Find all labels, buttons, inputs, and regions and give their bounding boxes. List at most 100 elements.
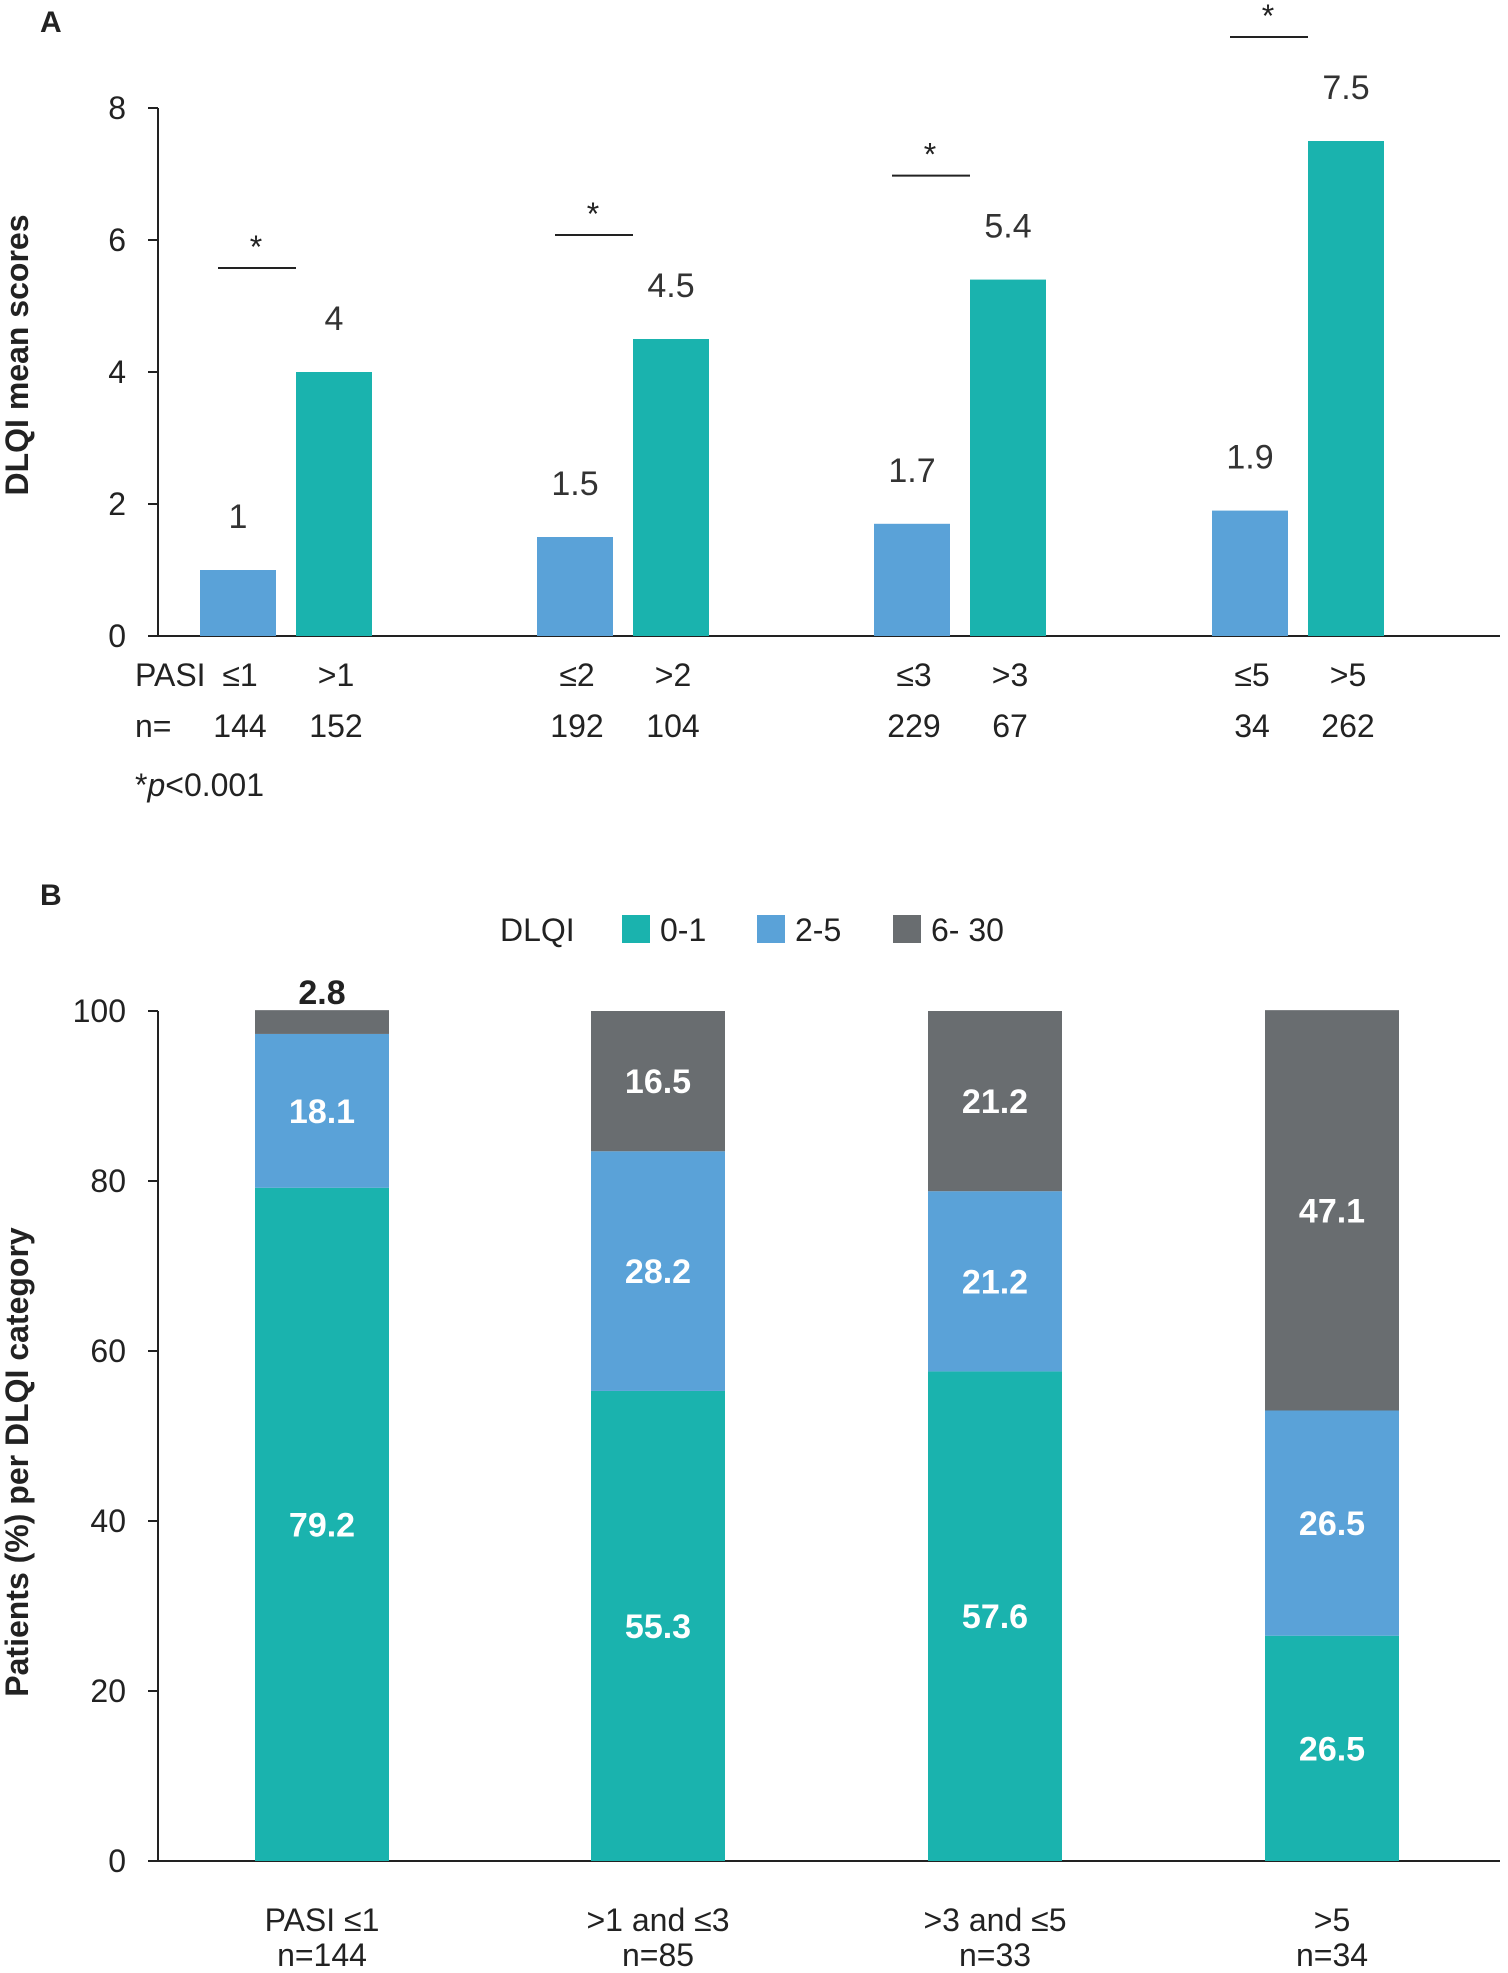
data-label: 1.5 (551, 465, 598, 503)
category-n-label: n=33 (959, 1937, 1031, 1973)
panel-b-legend: DLQI 0-1 2-5 6- 30 (500, 912, 1004, 948)
x-tick-label: >3 (992, 657, 1028, 693)
category-label: >3 and ≤5 (923, 1902, 1066, 1938)
stack-segment (928, 1371, 1062, 1861)
n-label: 34 (1234, 708, 1270, 744)
legend-label-6-30: 6- 30 (931, 912, 1004, 948)
panel-b-bars: 79.2 18.1 2.8 PASI ≤1n=144 55.3 28.2 16.5 >1 an… (255, 974, 1399, 1973)
segment-label: 79.2 (289, 1506, 355, 1544)
panel-b-ylabel: Patients (%) per DLQI category (0, 1227, 35, 1697)
data-label: 5.4 (984, 208, 1031, 246)
stack-segment (928, 1011, 1062, 1192)
data-label: 4.5 (647, 267, 694, 305)
data-label: 1.9 (1226, 439, 1273, 477)
bar (633, 339, 709, 636)
n-label: 144 (213, 708, 266, 744)
n-label: 192 (550, 708, 603, 744)
bar (1308, 141, 1384, 636)
y-tick-label: 2 (108, 486, 126, 522)
n-label: 229 (887, 708, 940, 744)
x-tick-label: >2 (655, 657, 691, 693)
bar (537, 537, 613, 636)
y-tick-label: 4 (108, 354, 126, 390)
panel-a-footnote: *p<0.001 (135, 767, 264, 803)
segment-label: 21.2 (962, 1083, 1028, 1121)
significance-star: * (587, 196, 599, 232)
segment-label: 26.5 (1299, 1730, 1365, 1768)
legend-swatch-6-30 (893, 915, 921, 943)
panel-a-y-ticks: 0 2 4 6 8 (108, 90, 158, 654)
stack-segment (928, 1191, 1062, 1372)
significance-star: * (924, 137, 936, 173)
category-label: >5 (1314, 1902, 1350, 1938)
y-tick-label: 20 (90, 1673, 126, 1709)
stack-segment (591, 1151, 725, 1391)
bar (874, 523, 950, 636)
y-tick-label: 8 (108, 90, 126, 126)
stack-segment (591, 1390, 725, 1861)
panel-b: B Patients (%) per DLQI category DLQI 0-… (0, 879, 1500, 1973)
category-n-label: n=34 (1296, 1937, 1368, 1973)
segment-label: 55.3 (625, 1608, 691, 1646)
bar (296, 372, 372, 636)
panel-a-pasi-row-label: PASI (135, 657, 206, 693)
y-tick-label: 0 (108, 1843, 126, 1879)
stack-segment (591, 1011, 725, 1152)
legend-label-2-5: 2-5 (795, 912, 841, 948)
panel-a-n-row-label: n= (135, 708, 171, 744)
x-tick-label: ≤3 (896, 657, 931, 693)
segment-label: 57.6 (962, 1598, 1028, 1636)
x-tick-label: ≤5 (1234, 657, 1269, 693)
data-label: 1 (229, 498, 248, 536)
bar (970, 279, 1046, 636)
segment-label: 21.2 (962, 1263, 1028, 1301)
category-label: >1 and ≤3 (586, 1902, 729, 1938)
y-tick-label: 100 (73, 993, 126, 1029)
category-label: PASI ≤1 (265, 1902, 380, 1938)
panel-b-label: B (40, 879, 62, 912)
bar (200, 570, 276, 636)
data-label: 1.7 (888, 452, 935, 490)
x-tick-label: >1 (318, 657, 354, 693)
stack-segment (1265, 1635, 1399, 1861)
segment-label: 26.5 (1299, 1505, 1365, 1543)
panel-a-bars: 1 ≤1 144 4 >1 152 * 1.5 ≤2 192 4.5 >2 104 * 1.7 ≤3 229 5.… (200, 0, 1384, 744)
y-tick-label: 40 (90, 1503, 126, 1539)
segment-label: 47.1 (1299, 1192, 1365, 1230)
x-tick-label: ≤2 (559, 657, 594, 693)
y-tick-label: 60 (90, 1333, 126, 1369)
x-tick-label: >5 (1330, 657, 1366, 693)
category-n-label: n=85 (622, 1937, 694, 1973)
stack-segment (1265, 1010, 1399, 1411)
stack-segment (255, 1033, 389, 1188)
y-tick-label: 80 (90, 1163, 126, 1199)
panel-a-label: A (40, 6, 62, 39)
legend-swatch-0-1 (622, 915, 650, 943)
y-tick-label: 6 (108, 222, 126, 258)
x-tick-label: ≤1 (222, 657, 257, 693)
data-label: 4 (325, 300, 344, 338)
legend-label-0-1: 0-1 (660, 912, 706, 948)
panel-b-y-ticks: 0 20 40 60 80 100 (73, 993, 158, 1879)
panel-a: A DLQI mean scores 0 2 4 6 8 1 ≤1 144 4 >1 152 * 1.… (0, 0, 1500, 803)
segment-label: 2.8 (298, 974, 345, 1012)
data-label: 7.5 (1322, 69, 1369, 107)
legend-swatch-2-5 (757, 915, 785, 943)
significance-star: * (1262, 0, 1274, 34)
segment-label: 28.2 (625, 1253, 691, 1291)
n-label: 262 (1321, 708, 1374, 744)
stack-segment (255, 1010, 389, 1034)
n-label: 104 (646, 708, 699, 744)
significance-star: * (250, 229, 262, 265)
bar (1212, 510, 1288, 636)
y-tick-label: 0 (108, 618, 126, 654)
segment-label: 18.1 (289, 1093, 355, 1131)
stack-segment (255, 1187, 389, 1861)
n-label: 67 (992, 708, 1028, 744)
legend-title: DLQI (500, 912, 575, 948)
stack-segment (1265, 1410, 1399, 1636)
category-n-label: n=144 (277, 1937, 367, 1973)
segment-label: 16.5 (625, 1063, 691, 1101)
n-label: 152 (309, 708, 362, 744)
